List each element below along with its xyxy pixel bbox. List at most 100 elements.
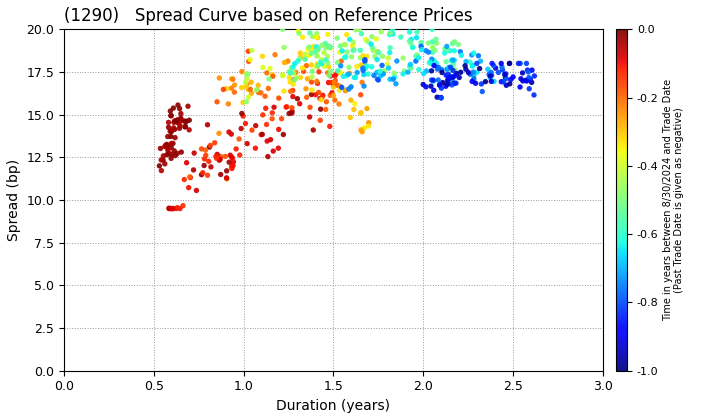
Point	[436, 69, 448, 76]
Point	[288, 70, 300, 76]
Point	[333, 87, 345, 93]
Point	[517, 70, 528, 76]
Point	[384, 76, 396, 83]
Point	[284, 110, 295, 117]
Point	[332, 67, 343, 74]
Point	[317, 92, 328, 99]
Point	[297, 65, 308, 71]
Point	[323, 63, 334, 70]
Point	[341, 31, 352, 38]
Point	[241, 81, 253, 87]
Point	[306, 91, 318, 98]
Point	[315, 97, 327, 103]
Point	[311, 52, 323, 59]
Point	[428, 87, 439, 94]
Point	[240, 79, 251, 86]
Point	[446, 76, 458, 83]
Point	[363, 123, 374, 129]
Point	[483, 71, 495, 78]
Point	[467, 69, 479, 76]
Point	[447, 61, 459, 68]
Point	[200, 152, 212, 159]
Point	[331, 70, 343, 77]
Point	[477, 88, 488, 95]
Point	[391, 58, 402, 64]
Point	[263, 85, 274, 92]
Point	[356, 62, 367, 68]
Point	[156, 167, 167, 174]
Point	[312, 47, 323, 54]
Point	[341, 87, 352, 93]
Point	[322, 69, 333, 76]
Point	[336, 84, 348, 91]
Point	[305, 50, 317, 57]
Point	[302, 76, 313, 82]
Point	[423, 39, 434, 46]
Point	[446, 81, 458, 88]
Point	[180, 118, 192, 125]
Point	[175, 118, 186, 124]
Point	[316, 94, 328, 101]
Point	[520, 77, 531, 84]
Point	[329, 97, 341, 103]
Point	[226, 154, 238, 160]
Point	[324, 45, 336, 52]
Point	[384, 30, 396, 37]
Point	[305, 46, 317, 53]
Point	[221, 174, 233, 181]
Point	[523, 68, 534, 75]
Point	[397, 71, 409, 77]
Point	[384, 49, 395, 56]
Point	[159, 160, 171, 167]
Point	[300, 51, 311, 58]
Point	[340, 87, 351, 94]
Point	[209, 139, 220, 146]
Point	[165, 113, 176, 119]
Point	[325, 73, 336, 79]
Point	[253, 82, 264, 89]
Point	[354, 26, 365, 33]
Point	[348, 47, 359, 54]
Point	[363, 119, 374, 126]
Point	[449, 38, 460, 45]
Point	[433, 76, 444, 83]
Point	[169, 152, 181, 159]
Point	[171, 204, 183, 211]
Point	[287, 93, 299, 100]
Point	[354, 47, 366, 54]
Point	[312, 80, 323, 87]
Point	[236, 68, 248, 75]
Point	[311, 30, 323, 37]
Point	[220, 153, 231, 160]
Point	[177, 202, 189, 209]
Point	[389, 70, 400, 76]
Point	[257, 112, 269, 118]
Point	[211, 98, 222, 105]
Point	[323, 72, 335, 79]
Point	[434, 81, 446, 88]
Point	[442, 77, 454, 84]
Point	[411, 29, 423, 35]
Point	[267, 73, 279, 80]
Point	[420, 47, 432, 54]
Point	[243, 94, 254, 100]
Point	[276, 72, 288, 79]
Point	[361, 63, 372, 69]
Point	[184, 126, 195, 133]
Point	[468, 72, 480, 79]
Text: (1290)   Spread Curve based on Reference Prices: (1290) Spread Curve based on Reference P…	[64, 7, 473, 25]
Point	[387, 31, 399, 37]
Point	[324, 44, 336, 50]
Point	[315, 106, 326, 113]
Point	[377, 71, 389, 77]
Point	[293, 30, 305, 37]
Point	[223, 159, 235, 165]
Point	[336, 47, 348, 54]
Point	[320, 106, 331, 113]
Point	[331, 35, 343, 42]
Point	[339, 54, 351, 61]
Point	[439, 50, 451, 56]
Point	[240, 98, 252, 105]
Point	[420, 84, 432, 90]
Point	[335, 43, 346, 50]
